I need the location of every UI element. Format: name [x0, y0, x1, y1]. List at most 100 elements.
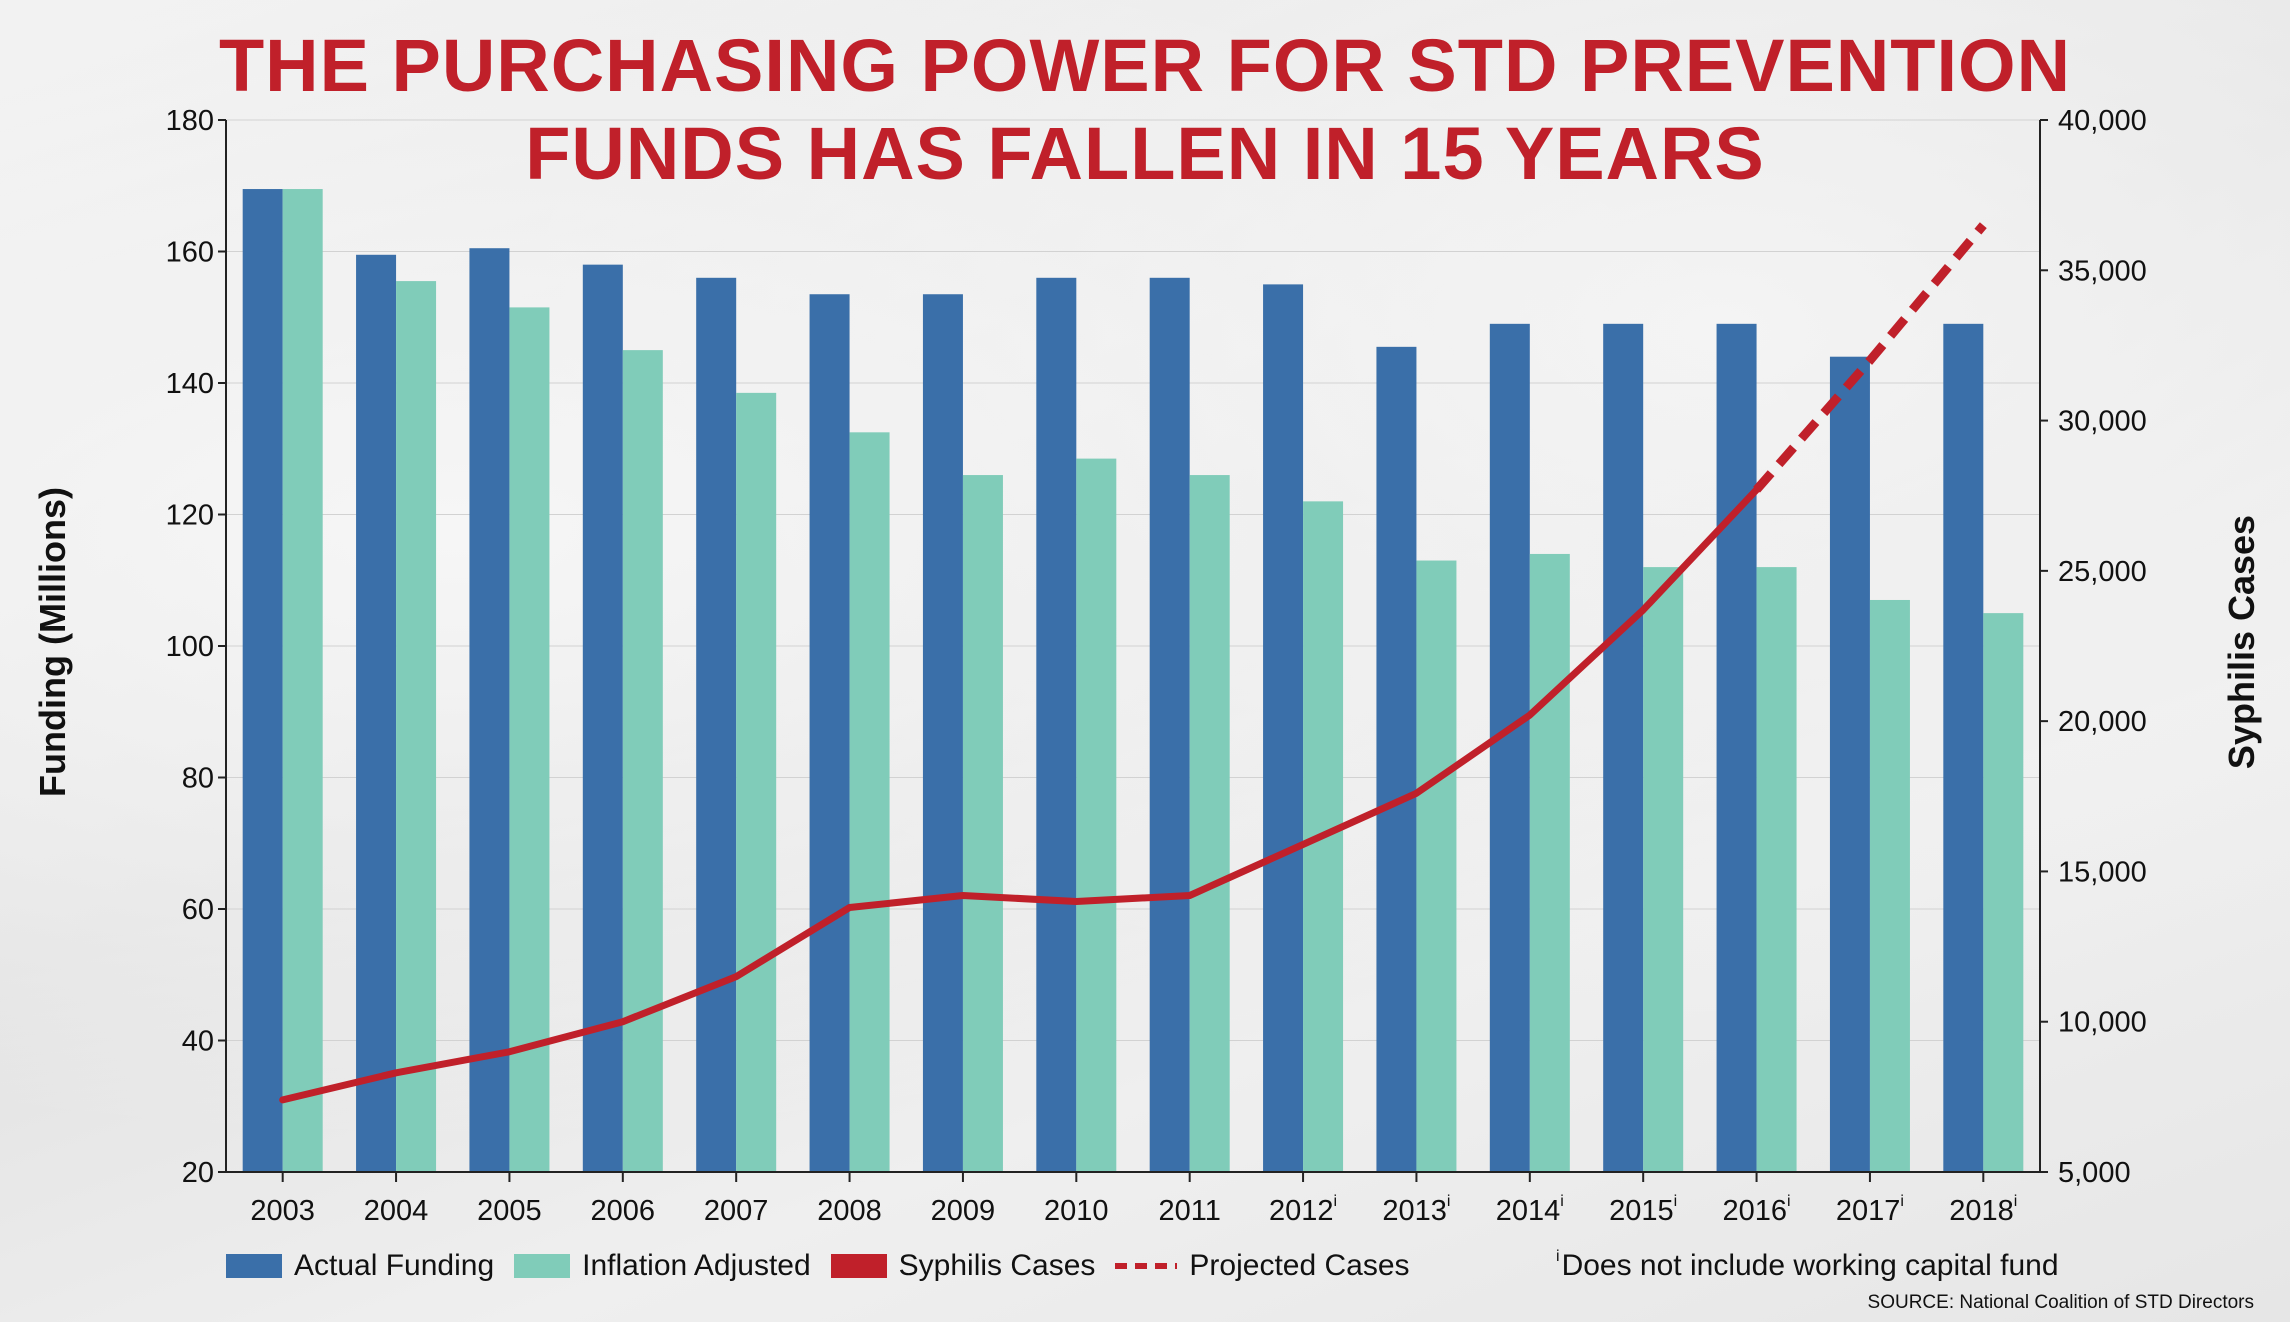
footnote-text: Does not include working capital fund [1561, 1249, 2059, 1282]
left-tick-label: 80 [182, 763, 214, 795]
bar-inflation-adjusted [1869, 599, 1910, 1172]
x-tick-label: 2013i [1382, 1193, 1450, 1227]
x-tick-label: 2012i [1269, 1193, 1337, 1227]
bar-inflation-adjusted [1983, 613, 2024, 1172]
legend-item-actual: Actual Funding [226, 1249, 494, 1283]
x-tick-label: 2017i [1836, 1193, 1904, 1227]
x-tick-footnote-mark: i [1787, 1193, 1791, 1210]
bar-actual-funding [922, 294, 963, 1172]
x-tick-footnote-mark: i [1447, 1193, 1451, 1210]
legend-item-projected: Projected Cases [1115, 1249, 1410, 1283]
x-tick-footnote-mark: i [2014, 1193, 2018, 1210]
bar-inflation-adjusted [1189, 475, 1230, 1172]
left-tick-label: 100 [166, 631, 214, 663]
bar-actual-funding [242, 189, 283, 1173]
x-tick-footnote-mark: i [1560, 1193, 1564, 1210]
bar-actual-funding [1829, 356, 1870, 1172]
right-tick-label: 30,000 [2058, 406, 2147, 438]
bar-inflation-adjusted [509, 307, 550, 1172]
left-tick-label: 140 [166, 368, 214, 400]
x-tick-label: 2005 [477, 1195, 542, 1227]
right-tick-label: 15,000 [2058, 856, 2147, 888]
footnote-mark: i [1556, 1248, 1560, 1265]
x-tick-label: 2018i [1949, 1193, 2017, 1227]
x-tick-label: 2004 [364, 1195, 429, 1227]
bar-inflation-adjusted [962, 475, 1003, 1172]
x-tick-footnote-mark: i [1900, 1193, 1904, 1210]
right-tick-label: 10,000 [2058, 1007, 2147, 1039]
chart-title: THE PURCHASING POWER FOR STD PREVENTION … [0, 22, 2290, 198]
line-projected-cases [1753, 222, 1987, 493]
bar-actual-funding [1943, 323, 1984, 1172]
bar-actual-funding [809, 294, 850, 1172]
source-note: SOURCE: National Coalition of STD Direct… [1867, 1292, 2254, 1313]
x-tick-footnote-mark: i [1674, 1193, 1678, 1210]
bar-actual-funding [1376, 346, 1417, 1172]
bar-inflation-adjusted [1529, 553, 1570, 1172]
legend: Actual Funding Inflation Adjusted Syphil… [226, 1246, 1430, 1286]
bar-actual-funding [1149, 277, 1190, 1172]
right-tick-label: 40,000 [2058, 105, 2147, 137]
bar-inflation-adjusted [396, 281, 437, 1172]
bars-group [242, 189, 2024, 1173]
bar-actual-funding [696, 277, 737, 1172]
lines-group [279, 222, 1987, 1104]
legend-item-syphilis: Syphilis Cases [830, 1249, 1096, 1283]
x-tick-label: 2009 [931, 1195, 996, 1227]
bar-inflation-adjusted [1076, 458, 1117, 1172]
bar-inflation-adjusted [1756, 567, 1797, 1172]
x-tick-label: 2006 [591, 1195, 656, 1227]
x-tick-label: 2011 [1159, 1195, 1221, 1227]
legend-label-actual: Actual Funding [294, 1249, 495, 1282]
legend-label-inflation: Inflation Adjusted [582, 1249, 811, 1282]
bar-inflation-adjusted [736, 392, 777, 1172]
legend-label-syphilis: Syphilis Cases [898, 1249, 1096, 1282]
bar-actual-funding [1489, 323, 1530, 1172]
x-tick-label: 2016i [1723, 1193, 1791, 1227]
legend-swatch-inflation [514, 1254, 571, 1278]
bar-actual-funding [1716, 323, 1757, 1172]
legend-swatch-actual [226, 1254, 282, 1278]
bar-actual-funding [1263, 284, 1304, 1172]
y-axis-title-left: Funding (Millions) [32, 487, 73, 797]
legend-swatch-syphilis [830, 1254, 887, 1278]
legend-item-inflation: Inflation Adjusted [514, 1249, 811, 1283]
legend-label-projected: Projected Cases [1189, 1249, 1410, 1282]
right-tick-label: 20,000 [2058, 706, 2147, 738]
left-tick-label: 60 [182, 894, 214, 926]
left-tick-label: 160 [166, 237, 214, 269]
bar-actual-funding [1603, 323, 1644, 1172]
x-tick-label: 2003 [250, 1195, 315, 1227]
legend-swatch-projected [1115, 1263, 1178, 1269]
left-tick-labels: 20 40 60 80 100 120 140 160 180 [166, 105, 214, 1189]
x-tick-footnote-mark: i [1334, 1193, 1338, 1210]
bar-actual-funding [469, 248, 510, 1172]
bar-actual-funding [1036, 277, 1077, 1172]
bar-inflation-adjusted [1416, 560, 1457, 1172]
y-axis-title-right: Syphilis Cases [2221, 514, 2262, 770]
left-tick-label: 40 [182, 1026, 214, 1058]
axes-group [218, 119, 2048, 1182]
x-tick-label: 2014i [1496, 1193, 1564, 1227]
bar-inflation-adjusted [622, 350, 663, 1172]
right-tick-label: 25,000 [2058, 556, 2147, 588]
x-tick-labels: 2003 2004 2005 2006 2007 2008 2009 2010 2011 2012… [250, 1193, 2017, 1227]
bar-inflation-adjusted [849, 432, 890, 1172]
title-line-1: THE PURCHASING POWER FOR STD PREVENTION [218, 24, 2072, 107]
left-tick-label: 20 [182, 1157, 214, 1189]
x-tick-label: 2015i [1609, 1193, 1677, 1227]
bar-actual-funding [356, 254, 397, 1173]
footnote: iDoes not include working capital fund [1556, 1248, 2059, 1283]
line-syphilis-cases [279, 486, 1761, 1104]
x-tick-label: 2010 [1044, 1195, 1109, 1227]
bar-inflation-adjusted [282, 189, 323, 1173]
bar-actual-funding [582, 264, 623, 1172]
title-line-2: FUNDS HAS FALLEN IN 15 YEARS [525, 112, 1765, 195]
x-tick-label: 2008 [817, 1195, 882, 1227]
bar-inflation-adjusted [1643, 567, 1684, 1172]
left-tick-label: 180 [166, 105, 214, 137]
right-tick-label: 5,000 [2058, 1157, 2131, 1189]
x-tick-label: 2007 [704, 1195, 769, 1227]
left-tick-label: 120 [166, 500, 214, 532]
